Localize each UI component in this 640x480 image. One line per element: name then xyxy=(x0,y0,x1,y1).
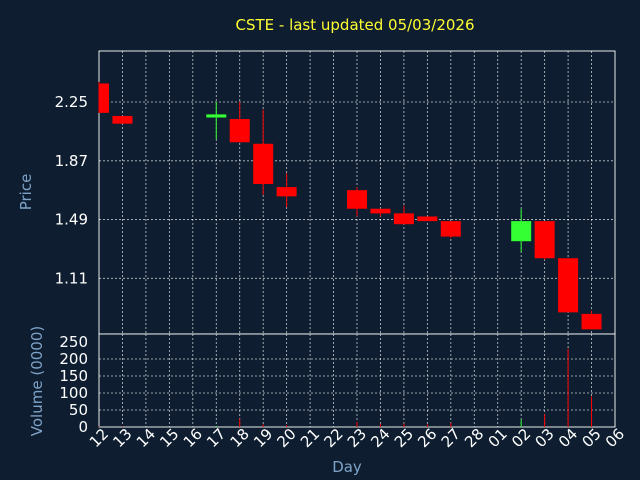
x-tick-label: 02 xyxy=(508,425,534,451)
x-tick-label: 19 xyxy=(250,425,276,451)
candle-body xyxy=(581,313,602,330)
volume-tick-label: 150 xyxy=(59,367,88,385)
x-tick-label: 01 xyxy=(485,425,511,451)
candle-body xyxy=(112,115,133,124)
volume-tick-label: 100 xyxy=(59,384,88,402)
candle-body xyxy=(206,114,227,118)
x-tick-label: 03 xyxy=(532,425,558,451)
volume-tick-label: 200 xyxy=(59,350,88,368)
x-tick-label: 12 xyxy=(86,425,112,451)
x-tick-label: 14 xyxy=(133,425,159,451)
volume-tick-label: 250 xyxy=(59,333,88,351)
x-tick-label: 05 xyxy=(578,425,604,451)
candle-body xyxy=(393,213,414,225)
price-axis-label: Price xyxy=(17,174,35,211)
x-tick-label: 26 xyxy=(414,425,440,451)
price-tick-label: 1.49 xyxy=(55,211,88,229)
x-tick-label: 15 xyxy=(156,425,182,451)
volume-bars xyxy=(98,348,593,427)
candle-body xyxy=(440,221,461,237)
candle-body xyxy=(229,119,250,143)
x-tick-label: 18 xyxy=(227,425,253,451)
x-tick-label: 06 xyxy=(602,425,628,451)
x-tick-label: 17 xyxy=(203,425,229,451)
volume-tick-label: 50 xyxy=(69,401,88,419)
price-tick-label: 1.11 xyxy=(55,269,88,287)
price-tick-label: 1.87 xyxy=(55,152,88,170)
candle-body xyxy=(558,258,579,313)
x-tick-label: 21 xyxy=(297,425,323,451)
x-tick-label: 25 xyxy=(391,425,417,451)
candle-body xyxy=(276,187,297,197)
candle-body xyxy=(347,190,367,209)
x-tick-label: 04 xyxy=(555,425,581,451)
x-tick-label: 16 xyxy=(180,425,206,451)
candles xyxy=(98,81,602,330)
volume-axis-label: Volume (0000) xyxy=(28,326,46,436)
candle-body xyxy=(534,221,555,259)
chart-title: CSTE - last updated 05/03/2026 xyxy=(235,16,474,34)
x-tick-label: 28 xyxy=(461,425,487,451)
candle-body xyxy=(99,83,109,113)
x-tick-label: 20 xyxy=(274,425,300,451)
x-tick-label: 27 xyxy=(438,425,464,451)
candle-body xyxy=(417,216,438,222)
price-tick-label: 2.25 xyxy=(55,93,88,111)
x-tick-label: 13 xyxy=(109,425,135,451)
candle-body xyxy=(253,143,274,184)
x-tick-label: 22 xyxy=(320,425,346,451)
x-axis-label: Day xyxy=(332,458,362,476)
candle-body xyxy=(511,221,532,242)
candle-body xyxy=(370,208,391,214)
volume-tick-label: 0 xyxy=(78,418,88,436)
x-tick-label: 23 xyxy=(344,425,370,451)
x-tick-label: 24 xyxy=(367,425,393,451)
